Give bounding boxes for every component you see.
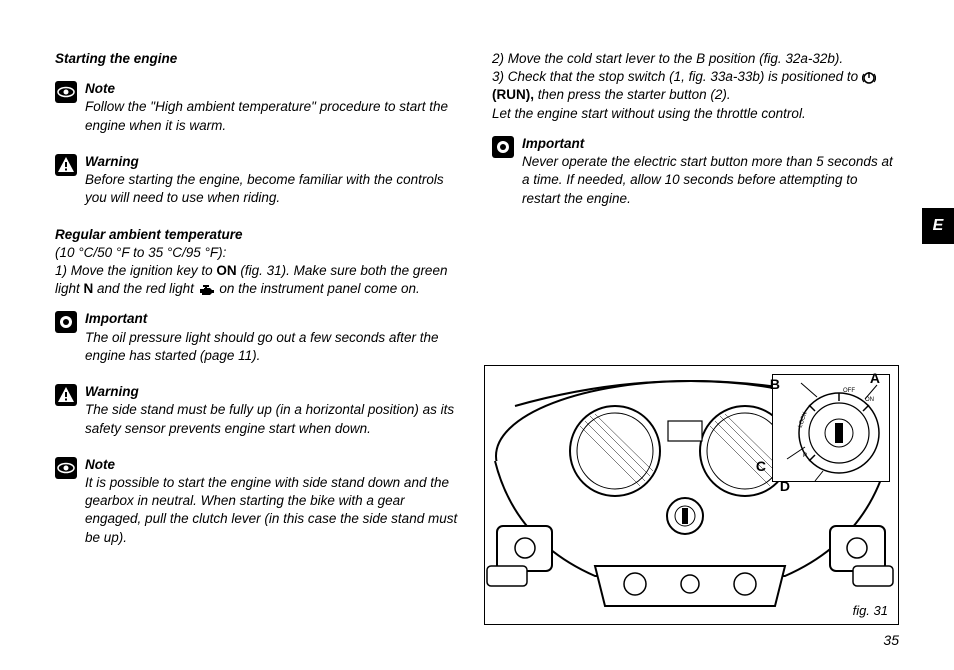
left-column: Starting the engine Note Follow the "Hig… <box>55 50 462 547</box>
important-icon <box>55 311 77 333</box>
warning-callout-2: Warning The side stand must be fully up … <box>55 383 462 438</box>
label-d: D <box>780 478 790 494</box>
step-1: 1) Move the ignition key to ON (fig. 31)… <box>55 263 447 296</box>
figure-caption: fig. 31 <box>853 603 888 618</box>
section-title: Starting the engine <box>55 50 462 68</box>
figure-31: OFF ON LOCK P A B C D fig. 31 <box>484 365 899 625</box>
important-body-2: Important Never operate the electric sta… <box>522 135 899 208</box>
let-engine: Let the engine start without using the t… <box>492 105 899 123</box>
run-icon <box>862 71 876 85</box>
important-icon <box>492 136 514 158</box>
note-callout-1: Note Follow the "High ambient temperatur… <box>55 80 462 135</box>
note-callout-2: Note It is possible to start the engine … <box>55 456 462 547</box>
ignition-inset: OFF ON LOCK P <box>772 374 890 482</box>
important-callout-2: Important Never operate the electric sta… <box>492 135 899 208</box>
step-3: 3) Check that the stop switch (1, fig. 3… <box>492 68 899 104</box>
warning-callout-1: Warning Before starting the engine, beco… <box>55 153 462 208</box>
page-number: 35 <box>883 632 899 648</box>
subheading-block: Regular ambient temperature (10 °C/50 °F… <box>55 226 462 299</box>
side-tab: E <box>922 208 954 244</box>
label-b: B <box>770 376 780 392</box>
label-c: C <box>756 458 766 474</box>
note-body-2: Note It is possible to start the engine … <box>85 456 462 547</box>
engine-icon <box>198 284 216 296</box>
label-a: A <box>870 370 880 386</box>
step-2: 2) Move the cold start lever to the B po… <box>492 50 899 68</box>
warning-body-1: Warning Before starting the engine, beco… <box>85 153 462 208</box>
important-callout-1: Important The oil pressure light should … <box>55 310 462 365</box>
warning-body-2: Warning The side stand must be fully up … <box>85 383 462 438</box>
warning-icon <box>55 384 77 406</box>
eye-icon <box>55 81 77 103</box>
note-body-1: Note Follow the "High ambient temperatur… <box>85 80 462 135</box>
important-body-1: Important The oil pressure light should … <box>85 310 462 365</box>
warning-icon <box>55 154 77 176</box>
eye-icon <box>55 457 77 479</box>
